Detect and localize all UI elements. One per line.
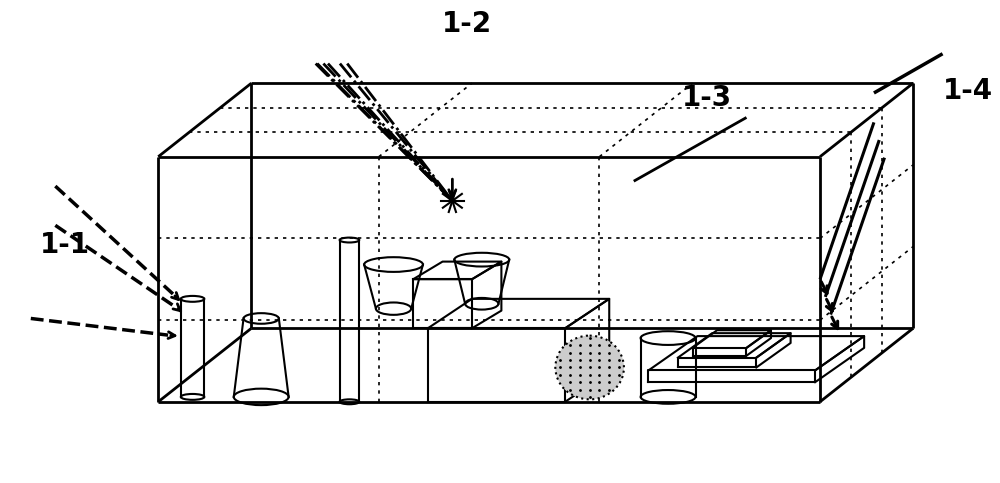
Text: 1-3: 1-3	[682, 84, 732, 112]
Text: 1-4: 1-4	[943, 77, 993, 105]
Ellipse shape	[555, 336, 624, 399]
Text: 1-2: 1-2	[442, 10, 492, 38]
Text: 1-1: 1-1	[40, 231, 90, 259]
